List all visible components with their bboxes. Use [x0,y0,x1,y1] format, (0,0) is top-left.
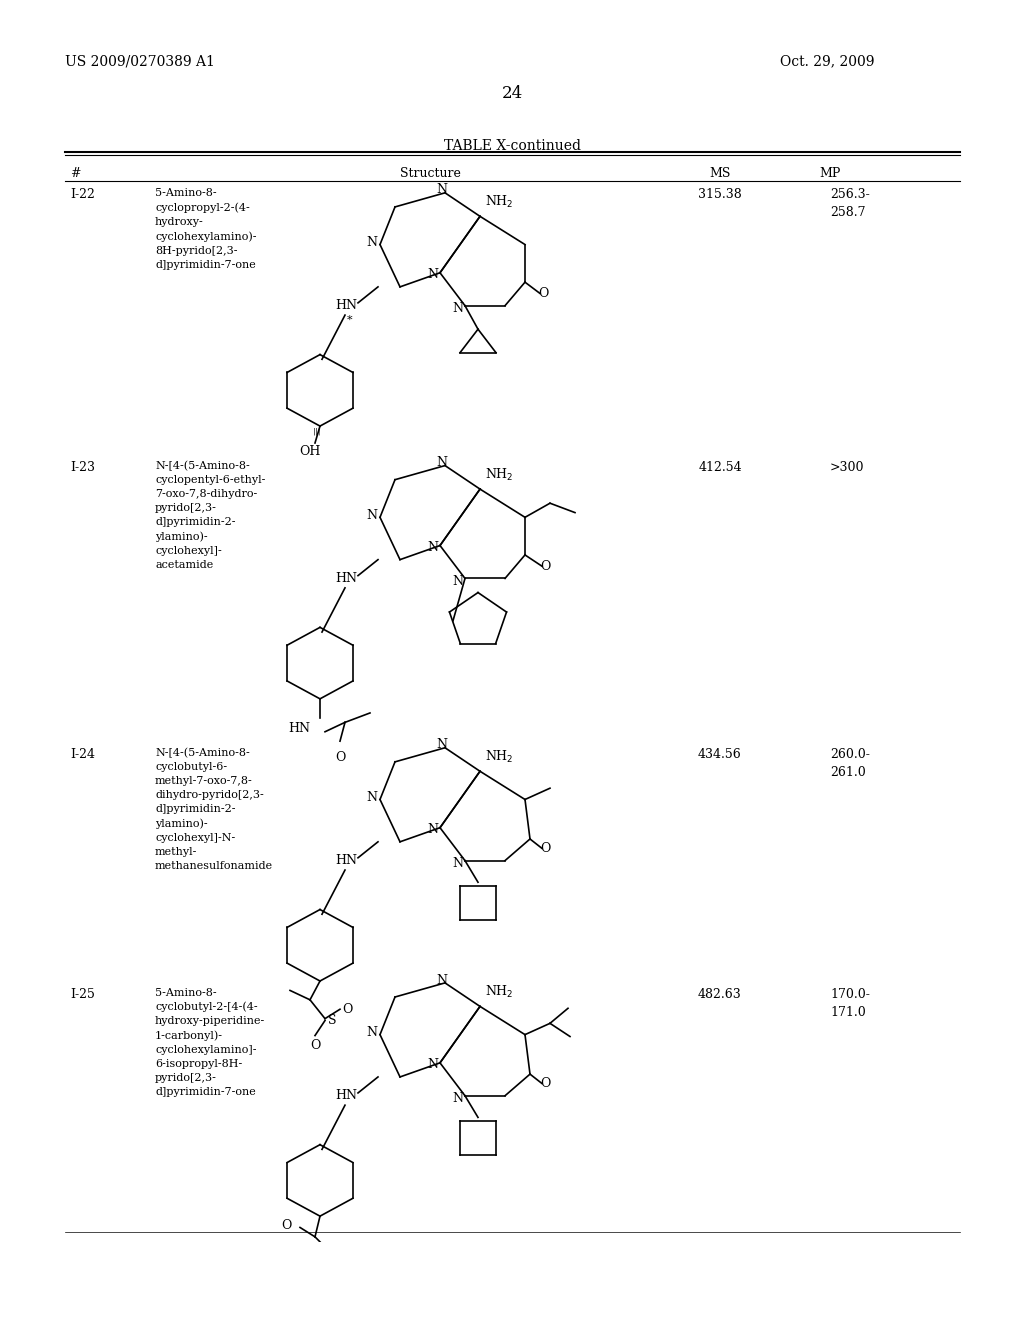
Text: O: O [335,751,345,763]
Text: O: O [540,842,550,855]
Text: N: N [452,574,463,587]
Text: MS: MS [710,168,731,181]
Text: HN: HN [335,572,357,585]
Text: I-25: I-25 [70,987,95,1001]
Text: N: N [427,1059,438,1072]
Text: N: N [452,857,463,870]
Text: HN: HN [288,722,310,735]
Text: 256.3-
258.7: 256.3- 258.7 [830,189,869,219]
Text: 24: 24 [502,84,522,102]
Text: Oct. 29, 2009: Oct. 29, 2009 [780,54,874,69]
Text: N: N [366,510,377,521]
Text: N-[4-(5-Amino-8-
cyclobutyl-6-
methyl-7-oxo-7,8-
dihydro-pyrido[2,3-
d]pyrimidin: N-[4-(5-Amino-8- cyclobutyl-6- methyl-7-… [155,747,273,871]
Text: O: O [538,286,549,300]
Text: O: O [540,560,550,573]
Text: N: N [436,183,447,197]
Text: NH$_2$: NH$_2$ [485,750,514,766]
Text: *: * [347,314,353,325]
Text: N: N [436,974,447,986]
Text: 5-Amino-8-
cyclopropyl-2-(4-
hydroxy-
cyclohexylamino)-
8H-pyrido[2,3-
d]pyrimid: 5-Amino-8- cyclopropyl-2-(4- hydroxy- cy… [155,189,256,269]
Text: O: O [282,1220,292,1232]
Text: N: N [427,824,438,836]
Text: OH: OH [299,445,321,458]
Text: #: # [70,168,81,181]
Text: TABLE X-continued: TABLE X-continued [443,139,581,153]
Text: I-24: I-24 [70,747,95,760]
Text: N: N [366,791,377,804]
Text: O: O [540,1077,550,1090]
Text: Structure: Structure [399,168,461,181]
Text: N: N [366,236,377,249]
Text: US 2009/0270389 A1: US 2009/0270389 A1 [65,54,215,69]
Text: NH$_2$: NH$_2$ [485,467,514,483]
Text: 170.0-
171.0: 170.0- 171.0 [830,987,869,1019]
Text: |||: ||| [312,428,322,436]
Text: NH$_2$: NH$_2$ [485,985,514,1001]
Text: N: N [427,541,438,554]
Text: N: N [436,738,447,751]
Text: N-[4-(5-Amino-8-
cyclopentyl-6-ethyl-
7-oxo-7,8-dihydro-
pyrido[2,3-
d]pyrimidin: N-[4-(5-Amino-8- cyclopentyl-6-ethyl- 7-… [155,461,265,570]
Text: HN: HN [335,1089,357,1102]
Text: >300: >300 [830,461,864,474]
Text: N: N [452,1092,463,1105]
Text: N: N [436,457,447,469]
Text: N: N [452,302,463,315]
Text: O: O [342,1003,352,1015]
Text: O: O [310,1039,321,1052]
Text: HN: HN [335,854,357,867]
Text: 412.54: 412.54 [698,461,741,474]
Text: HN: HN [335,300,357,313]
Text: 482.63: 482.63 [698,987,741,1001]
Text: NH$_2$: NH$_2$ [485,194,514,210]
Text: S: S [328,1014,337,1027]
Text: 434.56: 434.56 [698,747,741,760]
Text: I-22: I-22 [70,189,95,201]
Text: 260.0-
261.0: 260.0- 261.0 [830,747,869,779]
Text: MP: MP [819,168,841,181]
Text: 5-Amino-8-
cyclobutyl-2-[4-(4-
hydroxy-piperidine-
1-carbonyl)-
cyclohexylamino]: 5-Amino-8- cyclobutyl-2-[4-(4- hydroxy-p… [155,987,265,1097]
Text: N: N [427,268,438,281]
Text: 315.38: 315.38 [698,189,741,201]
Text: I-23: I-23 [70,461,95,474]
Text: N: N [366,1026,377,1039]
